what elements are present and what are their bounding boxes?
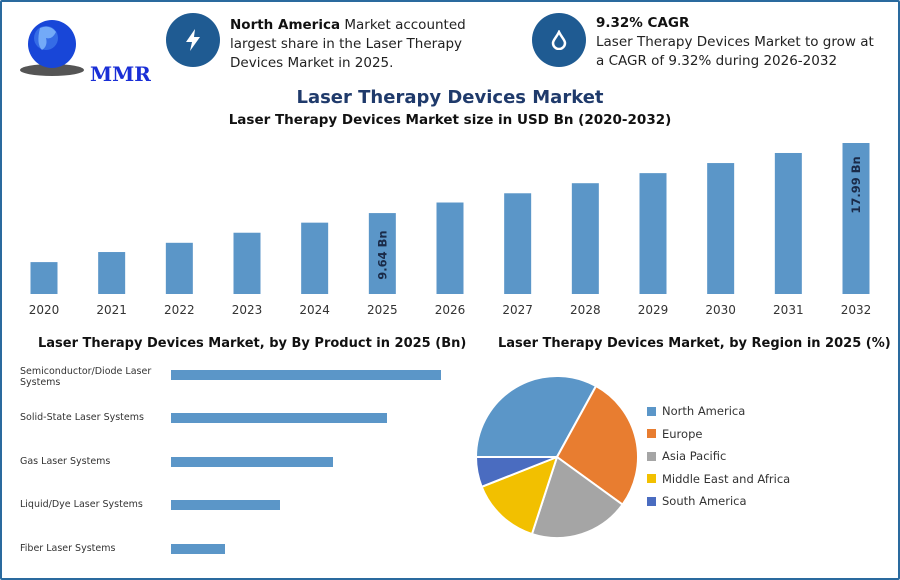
x-tick-2028: 2028 <box>570 303 601 317</box>
lightning-icon <box>166 13 220 67</box>
product-label: Solid-State Laser Systems <box>20 412 144 423</box>
x-tick-2031: 2031 <box>773 303 804 317</box>
bar-2032 <box>842 143 870 294</box>
x-tick-2022: 2022 <box>164 303 195 317</box>
bar-2024 <box>301 222 329 294</box>
bar-2023 <box>233 232 261 294</box>
product-label: Semiconductor/Diode Laser Systems <box>20 366 152 388</box>
bar-2027 <box>504 193 532 294</box>
bar-2021 <box>98 252 126 294</box>
legend-label: North America <box>662 404 746 418</box>
data-label-2025: 9.64 Bn <box>375 230 389 279</box>
legend-item: Europe <box>647 427 702 441</box>
market-size-chart-title: Laser Therapy Devices Market size in USD… <box>228 112 672 128</box>
globe-icon <box>20 20 84 76</box>
bar-2026 <box>436 202 464 294</box>
region-chart-title: Laser Therapy Devices Market, by Region … <box>498 336 891 351</box>
x-tick-2021: 2021 <box>96 303 127 317</box>
info-card-cagr-text: Laser Therapy Devices Market to grow at … <box>596 34 874 69</box>
legend-swatch <box>647 406 656 416</box>
product-bar <box>171 544 225 554</box>
bar-2028 <box>571 183 599 294</box>
legend-item: Asia Pacific <box>647 449 726 463</box>
info-card-region: North America Market accounted largest s… <box>230 16 515 73</box>
x-tick-2032: 2032 <box>841 303 872 317</box>
product-chart-title: Laser Therapy Devices Market, by By Prod… <box>38 336 467 351</box>
product-bar <box>171 500 280 510</box>
legend-item: South America <box>647 494 747 508</box>
legend-swatch <box>647 474 656 483</box>
pie-slice-asia-pacific <box>530 455 624 539</box>
product-bar <box>171 370 441 380</box>
drop-icon <box>532 13 586 67</box>
pie-slice-europe <box>555 384 639 507</box>
legend-label: Asia Pacific <box>662 449 727 463</box>
legend-item: North America <box>647 404 745 418</box>
x-tick-2025: 2025 <box>367 303 398 317</box>
product-bar <box>171 457 334 467</box>
info-card-region-text: Market accounted largest share in the La… <box>230 17 466 71</box>
info-card-cagr-bold: 9.32% CAGR <box>596 15 690 31</box>
data-label-2032: 17.99 Bn <box>849 156 863 213</box>
bar-2022 <box>165 242 193 294</box>
pie-slice-north-america <box>474 375 598 458</box>
market-size-bar-chart: 2020 2021 2022 2023 2024 2025 9.64 Bn 2026 2027 2… <box>29 143 872 317</box>
x-tick-2020: 2020 <box>29 303 60 317</box>
product-label: Liquid/Dye Laser Systems <box>20 499 143 510</box>
legend-swatch <box>647 429 656 438</box>
legend-item: Middle East and Africa <box>647 472 790 486</box>
legend-label: South America <box>662 494 747 508</box>
legend-label: Europe <box>662 426 703 441</box>
legend-label: Middle East and Africa <box>662 471 791 486</box>
x-tick-2024: 2024 <box>299 303 330 317</box>
pie-slice-middle-east-and-africa <box>480 455 559 536</box>
pie-slice-south-america <box>474 456 558 489</box>
bar-2029 <box>639 173 667 294</box>
bar-2020 <box>30 262 58 294</box>
x-tick-2027: 2027 <box>502 303 533 317</box>
info-card-cagr: 9.32% CAGR Laser Therapy Devices Market t… <box>596 14 886 71</box>
region-pie-chart <box>474 375 639 539</box>
x-tick-2029: 2029 <box>638 303 669 317</box>
bar-2031 <box>774 152 802 294</box>
product-label: Gas Laser Systems <box>20 456 111 467</box>
logo-text: MMR <box>90 62 151 86</box>
legend-swatch <box>647 451 656 461</box>
product-bar <box>171 413 388 423</box>
mmr-logo: MMR <box>18 14 151 86</box>
legend-swatch <box>647 496 656 506</box>
product-label: Fiber Laser Systems <box>20 543 116 554</box>
page-title: Laser Therapy Devices Market <box>296 87 604 108</box>
bar-2025 <box>368 213 396 294</box>
info-card-region-bold: North America <box>230 17 341 33</box>
x-tick-2026: 2026 <box>435 303 466 317</box>
bar-2030 <box>707 163 735 294</box>
x-tick-2030: 2030 <box>705 303 736 317</box>
x-tick-2023: 2023 <box>232 303 263 317</box>
